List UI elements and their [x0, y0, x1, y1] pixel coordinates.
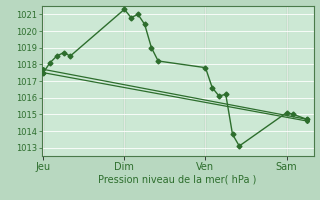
- X-axis label: Pression niveau de la mer( hPa ): Pression niveau de la mer( hPa ): [99, 174, 257, 184]
